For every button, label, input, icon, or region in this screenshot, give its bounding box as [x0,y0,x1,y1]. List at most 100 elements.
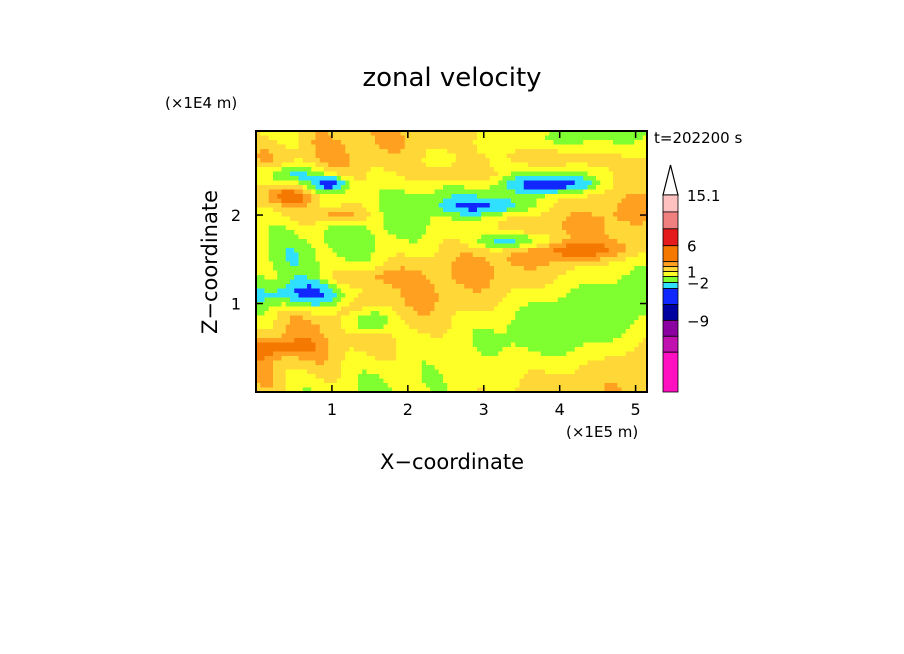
contour-cell [396,131,402,137]
contour-cell [324,315,329,321]
contour-cell [324,311,329,317]
contour-cell [574,365,580,371]
contour-cell [328,369,334,375]
contour-cell [362,216,368,222]
contour-cell [307,347,312,353]
contour-cell [642,194,648,200]
contour-cell [532,203,538,209]
contour-cell [370,351,376,357]
contour-cell [600,176,606,182]
contour-cell [591,189,597,195]
contour-cell [387,351,393,357]
contour-cell [426,338,431,344]
contour-cell [485,149,491,155]
contour-cell [536,194,542,200]
contour-cell [324,365,329,371]
contour-cell [472,194,478,200]
contour-cell [319,297,325,303]
contour-cell [451,176,457,182]
contour-cell [579,243,584,249]
contour-cell [404,185,410,191]
contour-cell [472,315,478,321]
contour-cell [319,315,325,321]
contour-cell [596,342,601,348]
contour-cell [315,185,321,191]
contour-cell [494,239,499,245]
contour-cell [468,153,474,159]
contour-cell [358,333,363,339]
contour-cell [349,180,355,186]
contour-cell [591,356,597,362]
contour-cell [413,365,419,371]
contour-cell [277,198,283,204]
contour-cell [642,149,648,155]
contour-cell [383,189,389,195]
contour-cell [608,140,614,146]
contour-cell [298,342,304,348]
contour-cell [447,365,453,371]
contour-cell [494,266,499,272]
contour-cell [438,306,444,312]
contour-cell [613,221,618,227]
contour-cell [549,311,555,317]
contour-cell [481,216,487,222]
contour-cell [519,347,525,353]
contour-cell [532,153,538,159]
contour-cell [489,360,495,366]
contour-cell [545,275,550,281]
contour-cell [349,203,355,209]
contour-cell [468,302,474,308]
contour-cell [392,347,397,353]
contour-cell [523,230,529,236]
contour-cell [443,284,448,290]
contour-cell [642,338,648,344]
contour-cell [468,140,474,146]
contour-cell [591,320,597,326]
contour-cell [447,284,453,290]
contour-cell [540,302,546,308]
contour-cell [621,365,627,371]
contour-cell [506,189,512,195]
contour-cell [630,275,635,281]
contour-cell [472,347,478,353]
contour-cell [256,288,261,294]
contour-cell [464,356,470,362]
contour-cell [638,288,644,294]
contour-cell [625,315,631,321]
contour-cell [273,158,278,164]
contour-cell [332,329,338,335]
contour-cell [608,230,614,236]
contour-cell [294,284,300,290]
contour-cell [630,239,635,245]
contour-cell [485,275,491,281]
contour-cell [311,360,317,366]
contour-cell [392,324,397,330]
contour-cell [494,351,499,357]
contour-cell [268,266,274,272]
contour-cell [502,338,508,344]
contour-cell [608,275,614,281]
contour-cell [375,225,380,231]
contour-cell [528,216,533,222]
contour-cell [294,302,300,308]
contour-cell [328,374,334,380]
contour-cell [519,216,525,222]
contour-cell [608,297,614,303]
contour-cell [302,207,308,213]
contour-cell [625,288,631,294]
contour-cell [634,297,640,303]
contour-cell [260,275,266,281]
contour-cell [392,239,397,245]
contour-cell [591,131,597,137]
contour-cell [256,153,261,159]
contour-cell [434,207,440,213]
contour-cell [574,216,580,222]
contour-cell [485,333,491,339]
contour-cell [642,140,648,146]
contour-cell [370,135,376,141]
contour-cell [307,176,312,182]
contour-cell [494,279,499,285]
contour-cell [574,306,580,312]
contour-cell [332,266,338,272]
contour-cell [621,194,627,200]
